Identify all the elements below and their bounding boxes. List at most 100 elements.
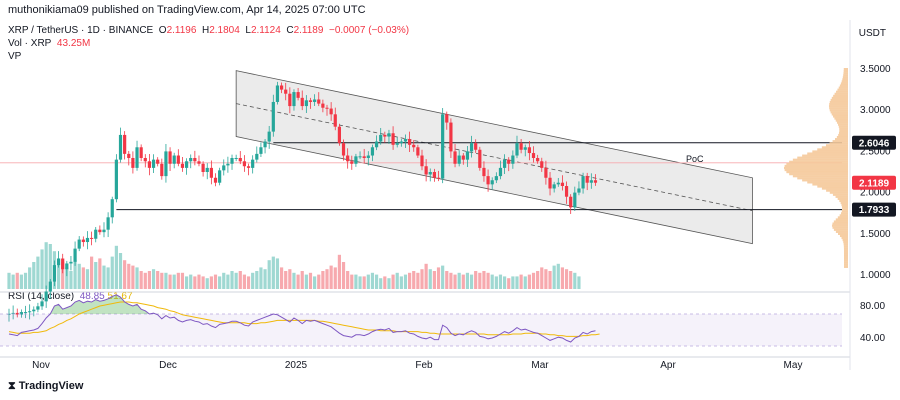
vp-legend[interactable]: VP (8, 51, 22, 62)
candle (176, 155, 180, 164)
volume-profile-bar (842, 238, 848, 242)
candle (577, 188, 581, 193)
volume-bar (271, 256, 275, 289)
candle (498, 167, 503, 177)
volume-profile-bar (836, 135, 848, 139)
candle (259, 147, 263, 154)
volume-profile-bar (838, 232, 848, 235)
volume-profile-bar (835, 218, 848, 221)
volume-bar (275, 258, 280, 289)
candle (81, 239, 85, 243)
symbol-label[interactable]: XRP / TetherUS · 1D · BINANCE (8, 25, 154, 36)
volume-bar (308, 272, 313, 289)
volume-bar (507, 278, 511, 289)
volume-profile-bar (843, 68, 848, 71)
candle (325, 107, 329, 109)
volume-profile-bar (838, 125, 848, 128)
candle (242, 161, 247, 167)
volume-profile-bar (829, 142, 848, 145)
low-value: 2.1124 (250, 25, 281, 36)
volume-profile-bar (837, 88, 848, 91)
volume-bar (139, 271, 143, 289)
volume-profile-bar (829, 109, 848, 112)
candle (238, 157, 242, 162)
volume-bar (350, 274, 354, 289)
volume-profile-bar (839, 214, 848, 217)
rsi-band (0, 314, 842, 346)
volume-profile-bar (835, 119, 848, 122)
candle (478, 149, 482, 168)
volume-bars (7, 242, 581, 289)
candle (354, 156, 358, 164)
volume-bar (15, 272, 19, 289)
volume-bar (333, 267, 337, 289)
candle (94, 229, 98, 239)
volume-profile-bar (821, 146, 848, 149)
volume-bar (366, 274, 370, 289)
candle (56, 258, 61, 266)
volume-bar (143, 272, 147, 289)
volume-profile-bar (786, 171, 848, 174)
candle (486, 176, 490, 185)
candle (494, 176, 498, 181)
volume-bar (548, 271, 552, 289)
volume-profile-bar (839, 234, 848, 238)
volume-bar (329, 265, 333, 289)
candle (523, 147, 527, 150)
candle (48, 281, 52, 292)
volume-bar (135, 267, 139, 289)
volume-legend[interactable]: Vol · XRP 43.25M (8, 38, 90, 49)
candle (143, 157, 147, 162)
volume-bar (490, 274, 494, 289)
volume-bar (180, 272, 185, 289)
candle (490, 180, 494, 185)
candle (420, 155, 424, 167)
volume-bar (151, 269, 156, 289)
candle (32, 309, 36, 312)
volume-profile-bar (838, 123, 848, 126)
volume-bar (90, 256, 94, 289)
rsi-label: RSI (14, close) (8, 291, 75, 302)
candle (28, 311, 32, 313)
volume-bar (354, 274, 358, 289)
x-tick-label: Apr (660, 360, 676, 371)
volume-profile-bar (844, 265, 848, 268)
candle (263, 141, 267, 148)
volume-profile-bar (812, 183, 848, 186)
volume-bar (432, 271, 436, 289)
volume-bar (246, 276, 251, 289)
tradingview-brand[interactable]: ⧗ TradingView (8, 380, 83, 393)
close-value: 2.1189 (293, 25, 324, 36)
volume-bar (461, 274, 465, 289)
volume-bar (391, 274, 395, 289)
volume-profile-bar (786, 162, 848, 165)
volume-profile-bar (837, 197, 848, 200)
volume-profile-bar (834, 92, 848, 95)
candle (511, 155, 515, 164)
volume-profile-bar (843, 245, 848, 248)
currency-label[interactable]: USDT (858, 28, 886, 39)
volume-profile-bar (843, 70, 848, 73)
price-tick-label: 2.5000 (860, 146, 891, 157)
volume-bar (296, 274, 300, 289)
volume-bar (160, 272, 164, 289)
volume-bar (556, 263, 560, 289)
tradingview-logo-icon: ⧗ (8, 380, 19, 392)
volume-bar (420, 269, 424, 289)
price-tick-label: 1.5000 (860, 229, 891, 240)
candle (412, 144, 416, 148)
candle (61, 258, 65, 270)
candle (189, 157, 193, 162)
candle (114, 159, 118, 200)
candle (226, 163, 230, 166)
candle (482, 167, 486, 177)
candle (255, 153, 259, 160)
volume-bar (362, 276, 366, 289)
volume-bar (238, 271, 242, 289)
candle (279, 85, 284, 90)
volume-bar (209, 276, 213, 289)
candle (246, 166, 251, 168)
price-tick-label: 2.0000 (860, 188, 891, 199)
volume-profile-bar (817, 185, 848, 188)
